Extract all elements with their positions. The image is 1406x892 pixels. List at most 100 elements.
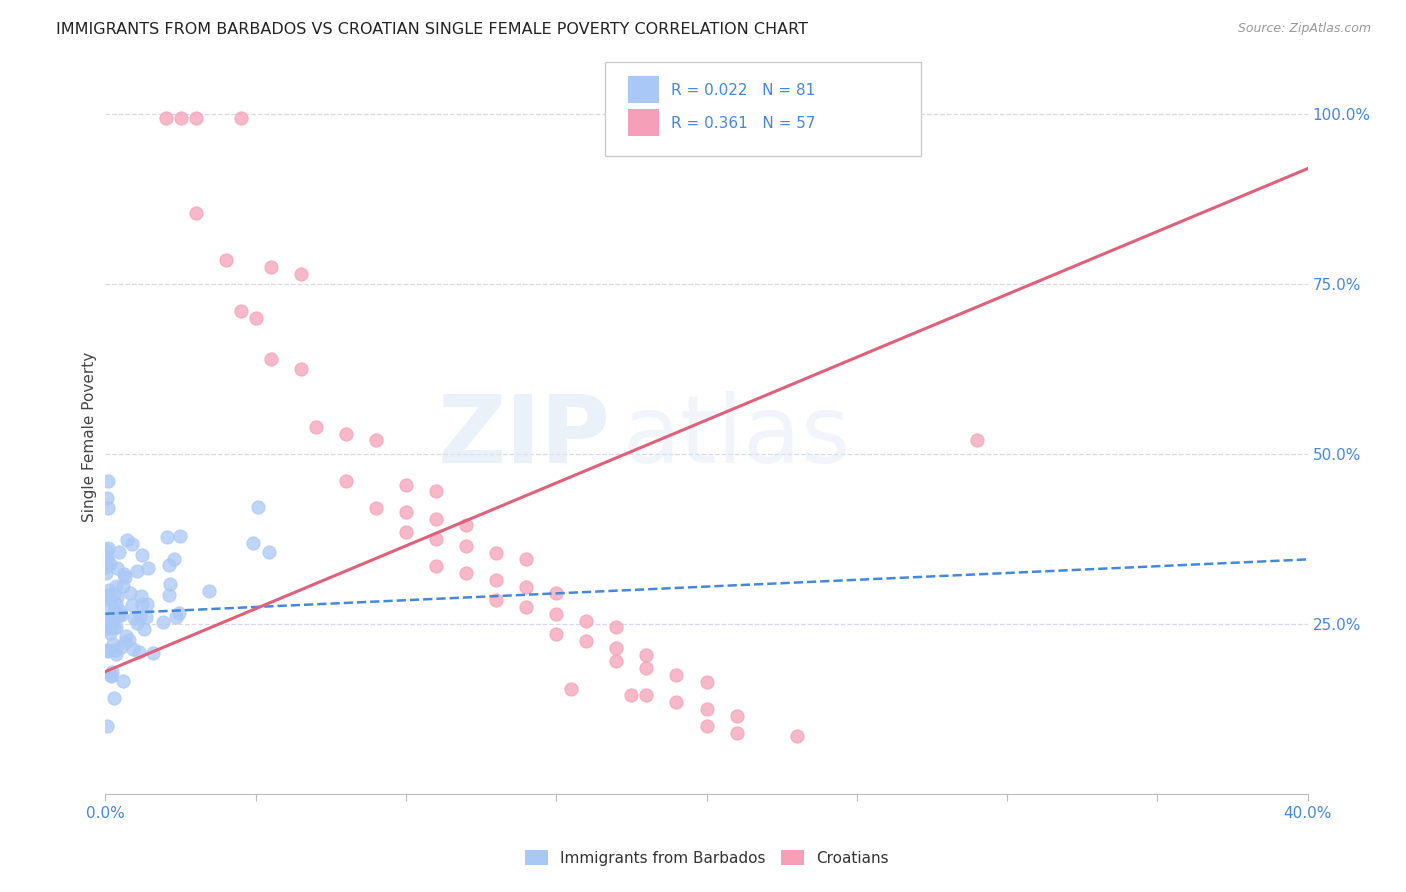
Point xyxy=(155,111,177,125)
Text: IMMIGRANTS FROM BARBADOS VS CROATIAN SINGLE FEMALE POVERTY CORRELATION CHART: IMMIGRANTS FROM BARBADOS VS CROATIAN SIN… xyxy=(56,22,808,37)
Point xyxy=(245,311,267,326)
Point xyxy=(103,691,125,706)
Point xyxy=(121,642,143,657)
Point xyxy=(105,579,128,593)
Point xyxy=(515,580,537,594)
Point xyxy=(395,477,418,491)
Point xyxy=(425,532,447,546)
Point xyxy=(94,621,117,635)
Point xyxy=(184,206,207,220)
Point xyxy=(112,674,135,689)
Point xyxy=(112,579,135,593)
Point xyxy=(105,619,128,633)
Text: ZIP: ZIP xyxy=(437,391,610,483)
Point xyxy=(696,702,718,716)
Point xyxy=(560,681,582,696)
Point xyxy=(108,544,131,558)
Text: R = 0.022   N = 81: R = 0.022 N = 81 xyxy=(671,83,815,98)
Point xyxy=(101,637,124,651)
Point xyxy=(290,362,312,376)
Point xyxy=(107,608,129,623)
Point xyxy=(259,545,281,559)
Point xyxy=(136,560,159,574)
Point xyxy=(98,626,121,640)
Point xyxy=(290,267,312,281)
Point xyxy=(247,500,270,515)
Point xyxy=(96,550,118,565)
Point xyxy=(115,533,138,548)
Point xyxy=(129,608,152,623)
Point xyxy=(136,597,159,611)
Point xyxy=(229,304,252,318)
Point xyxy=(515,552,537,566)
Point xyxy=(98,557,121,571)
Point xyxy=(96,619,118,633)
Point xyxy=(114,635,136,649)
Point xyxy=(97,612,120,626)
Point xyxy=(97,588,120,602)
Point xyxy=(546,627,568,641)
Point xyxy=(425,484,447,499)
Point xyxy=(118,633,141,648)
Point xyxy=(665,668,688,682)
Point xyxy=(94,552,117,566)
Point xyxy=(636,689,658,703)
Point xyxy=(157,558,180,572)
Point xyxy=(636,661,658,675)
Point xyxy=(515,599,537,614)
Point xyxy=(105,597,128,611)
Point xyxy=(696,719,718,733)
Point xyxy=(620,689,643,703)
Point xyxy=(110,604,132,618)
Point xyxy=(96,719,118,733)
Point xyxy=(260,351,283,366)
Point xyxy=(364,501,387,516)
Point xyxy=(696,674,718,689)
Point xyxy=(98,614,121,628)
Point xyxy=(165,609,187,624)
Point xyxy=(94,560,117,574)
Point xyxy=(131,597,153,611)
Point xyxy=(665,695,688,709)
Point xyxy=(100,668,122,682)
Point xyxy=(425,559,447,574)
Point xyxy=(335,426,357,441)
Point xyxy=(103,587,125,601)
Point xyxy=(454,566,477,580)
Point xyxy=(142,646,165,660)
Point xyxy=(114,629,136,643)
Point xyxy=(128,645,150,659)
Point xyxy=(605,620,627,634)
Point xyxy=(485,546,508,560)
Point xyxy=(101,665,124,679)
Point xyxy=(159,588,181,602)
Point xyxy=(124,611,146,625)
Point xyxy=(605,640,627,655)
Point xyxy=(110,608,132,623)
Point xyxy=(97,643,120,657)
Point xyxy=(121,599,143,613)
Point xyxy=(335,475,357,489)
Point xyxy=(98,620,121,634)
Point xyxy=(96,602,118,616)
Point xyxy=(101,615,124,629)
Point xyxy=(103,604,125,618)
Point xyxy=(966,434,988,448)
Point xyxy=(605,654,627,668)
Point xyxy=(97,475,120,489)
Point xyxy=(96,542,118,557)
Point xyxy=(129,589,152,603)
Point xyxy=(127,564,149,578)
Point xyxy=(110,640,132,654)
Point xyxy=(163,552,186,566)
Point xyxy=(214,253,236,268)
Point xyxy=(114,570,136,584)
Point xyxy=(105,647,128,661)
Point xyxy=(96,642,118,657)
Point xyxy=(132,622,155,636)
Point xyxy=(104,643,127,657)
Point xyxy=(395,525,418,540)
Point xyxy=(184,111,207,125)
Point xyxy=(485,573,508,587)
Point xyxy=(96,491,118,506)
